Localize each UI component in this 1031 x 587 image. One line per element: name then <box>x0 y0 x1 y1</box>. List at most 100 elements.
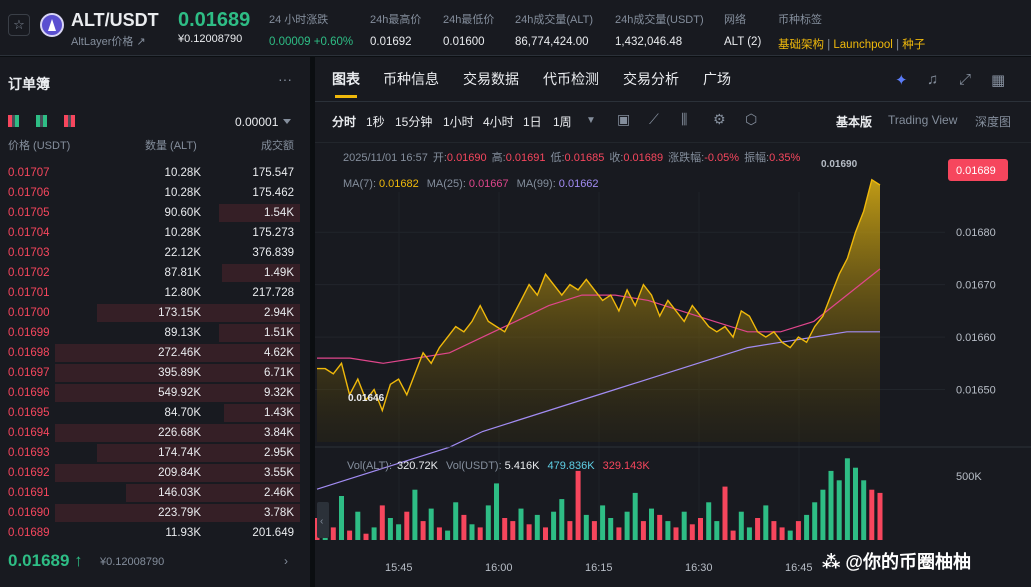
orderbook-row[interactable]: 0.01693 174.74K 2.95K <box>0 443 300 463</box>
volume-bar <box>510 521 516 540</box>
tab-token-check[interactable]: 代币检测 <box>543 71 599 87</box>
volume-bar <box>795 521 801 540</box>
sparkle-icon[interactable]: ✦ <box>895 72 908 89</box>
orderbook-row[interactable]: 0.01704 10.28K 175.273 <box>0 223 300 243</box>
volume-bar <box>730 530 736 540</box>
row-total: 217.728 <box>252 287 294 299</box>
orderbook-row[interactable]: 0.01696 549.92K 9.32K <box>0 383 300 403</box>
stat-network[interactable]: 网络 ALT (2) <box>724 11 761 48</box>
row-price: 0.01699 <box>8 327 50 339</box>
scroll-left-arrow: ‹ <box>320 516 323 527</box>
orderbook-row[interactable]: 0.01699 89.13K 1.51K <box>0 323 300 343</box>
row-qty: 10.28K <box>164 227 201 239</box>
tab-trade-data[interactable]: 交易数据 <box>463 71 519 87</box>
row-total: 3.78K <box>263 507 294 519</box>
volume-bar <box>853 467 858 540</box>
x-tick-label: 15:45 <box>385 562 413 574</box>
orderbook-row[interactable]: 0.01707 10.28K 175.547 <box>0 163 300 183</box>
tag-launchpool[interactable]: Launchpool <box>833 39 893 51</box>
favorite-star-icon[interactable]: ☆ <box>8 14 30 36</box>
both-sides-icon[interactable] <box>8 115 19 127</box>
settings-sliders-icon[interactable]: ⚙ <box>713 111 726 127</box>
depth-bar <box>219 204 300 222</box>
tab-trade-analysis[interactable]: 交易分析 <box>623 71 679 87</box>
hexagon-icon[interactable]: ⬡ <box>745 111 758 127</box>
orderbook-row[interactable]: 0.01702 87.81K 1.49K <box>0 263 300 283</box>
interval-4h[interactable]: 4小时 <box>483 115 514 129</box>
mode-depth[interactable]: 深度图 <box>975 115 1012 129</box>
orderbook-rows: 0.01707 10.28K 175.547 0.01706 10.28K 175.462… <box>0 163 300 543</box>
orderbook-row[interactable]: 0.01692 209.84K 3.55K <box>0 463 300 483</box>
volume-bar <box>583 514 589 540</box>
stat-tags: 币种标签 基础架构 | Launchpool | 种子 <box>778 11 925 52</box>
interval-1s[interactable]: 1秒 <box>366 115 385 129</box>
grid-icon[interactable]: ▦ <box>991 72 1006 89</box>
orderbook-row[interactable]: 0.01700 173.15K 2.94K <box>0 303 300 323</box>
row-price: 0.01702 <box>8 267 50 279</box>
mode-tradingview[interactable]: Trading View <box>888 113 958 127</box>
pair-title[interactable]: ALT/USDT <box>71 10 159 30</box>
volume-bar <box>722 486 728 540</box>
orderbook-row[interactable]: 0.01697 395.89K 6.71K <box>0 363 300 383</box>
orderbook-row[interactable]: 0.01689 11.93K 201.649 <box>0 523 300 543</box>
orderbook-row[interactable]: 0.01698 272.46K 4.62K <box>0 343 300 363</box>
depth-bar <box>55 424 300 442</box>
interval-1w[interactable]: 1周 <box>553 115 572 129</box>
chevron-right-icon[interactable]: › <box>284 554 288 568</box>
orderbook-row[interactable]: 0.01706 10.28K 175.462 <box>0 183 300 203</box>
vol-alt-value: 320.72K <box>397 460 439 472</box>
scroll-left-button[interactable] <box>317 502 329 538</box>
buy-side-icon[interactable] <box>36 115 47 127</box>
chevron-down-icon[interactable]: ▼ <box>586 115 596 126</box>
orderbook-title: 订单簿 <box>8 76 50 92</box>
interval-1d[interactable]: 1日 <box>523 115 542 129</box>
tick-size-select[interactable]: 0.00001 <box>235 115 291 129</box>
more-icon[interactable]: ··· <box>278 71 292 87</box>
price-line <box>317 178 881 413</box>
interval-line[interactable]: 分时 <box>332 115 357 129</box>
token-name-link[interactable]: AltLayer价格 ↗ <box>71 36 146 48</box>
orderbook-row[interactable]: 0.01701 12.80K 217.728 <box>0 283 300 303</box>
orderbook-row[interactable]: 0.01690 223.79K 3.78K <box>0 503 300 523</box>
interval-1h[interactable]: 1小时 <box>443 115 474 129</box>
tag-infrastructure[interactable]: 基础架构 <box>778 39 824 51</box>
bell-icon[interactable]: ♫ <box>927 71 939 88</box>
volume-bar <box>787 530 793 540</box>
row-qty: 146.03K <box>158 487 201 499</box>
tab-coin-info[interactable]: 币种信息 <box>383 71 439 87</box>
row-total: 175.462 <box>252 187 294 199</box>
row-price: 0.01692 <box>8 467 50 479</box>
orderbook-row[interactable]: 0.01694 226.68K 3.84K <box>0 423 300 443</box>
vol-tick-label: 500K <box>956 471 982 483</box>
y-tick-label: 0.01670 <box>956 280 996 292</box>
row-price: 0.01701 <box>8 287 50 299</box>
tab-chart[interactable]: 图表 <box>332 71 360 98</box>
stat-24h-change: 24 小时涨跌 0.00009 +0.60% <box>269 11 353 48</box>
expand-icon[interactable]: ⤢ <box>959 71 972 88</box>
volume-bar <box>559 499 565 540</box>
volume-bar <box>420 521 426 540</box>
orderbook-row[interactable]: 0.01703 22.12K 376.839 <box>0 243 300 263</box>
tag-seed[interactable]: 种子 <box>902 39 926 51</box>
sell-side-icon[interactable] <box>64 115 75 127</box>
candle-icon[interactable]: ⫼ <box>681 111 688 127</box>
row-total: 1.54K <box>263 207 294 219</box>
price-chart[interactable]: 2025/11/01 16:57 开:0.01690 高:0.01691 低:0.01… <box>315 142 1031 587</box>
ohlc-low-label: 低: <box>550 151 564 164</box>
interval-15m[interactable]: 15分钟 <box>395 115 433 129</box>
ohlc-amp-label: 振幅: <box>744 150 769 164</box>
stat-value: 1,432,046.48 <box>615 36 683 48</box>
indicator-icon[interactable]: ⟋ <box>649 111 659 127</box>
depth-bar <box>221 264 300 282</box>
calendar-icon[interactable]: ▣ <box>617 111 631 127</box>
row-total: 2.94K <box>263 307 294 319</box>
price-area <box>317 179 880 442</box>
orderbook-row[interactable]: 0.01705 90.60K 1.54K <box>0 203 300 223</box>
mode-basic[interactable]: 基本版 <box>836 115 873 129</box>
orderbook-row[interactable]: 0.01691 146.03K 2.46K <box>0 483 300 503</box>
ma7-label: MA(7): <box>343 178 376 190</box>
last-price-cny: ¥0.12008790 <box>178 33 243 45</box>
orderbook-row[interactable]: 0.01695 84.70K 1.43K <box>0 403 300 423</box>
tab-square[interactable]: 广场 <box>703 71 731 87</box>
volume-bar <box>461 514 467 540</box>
